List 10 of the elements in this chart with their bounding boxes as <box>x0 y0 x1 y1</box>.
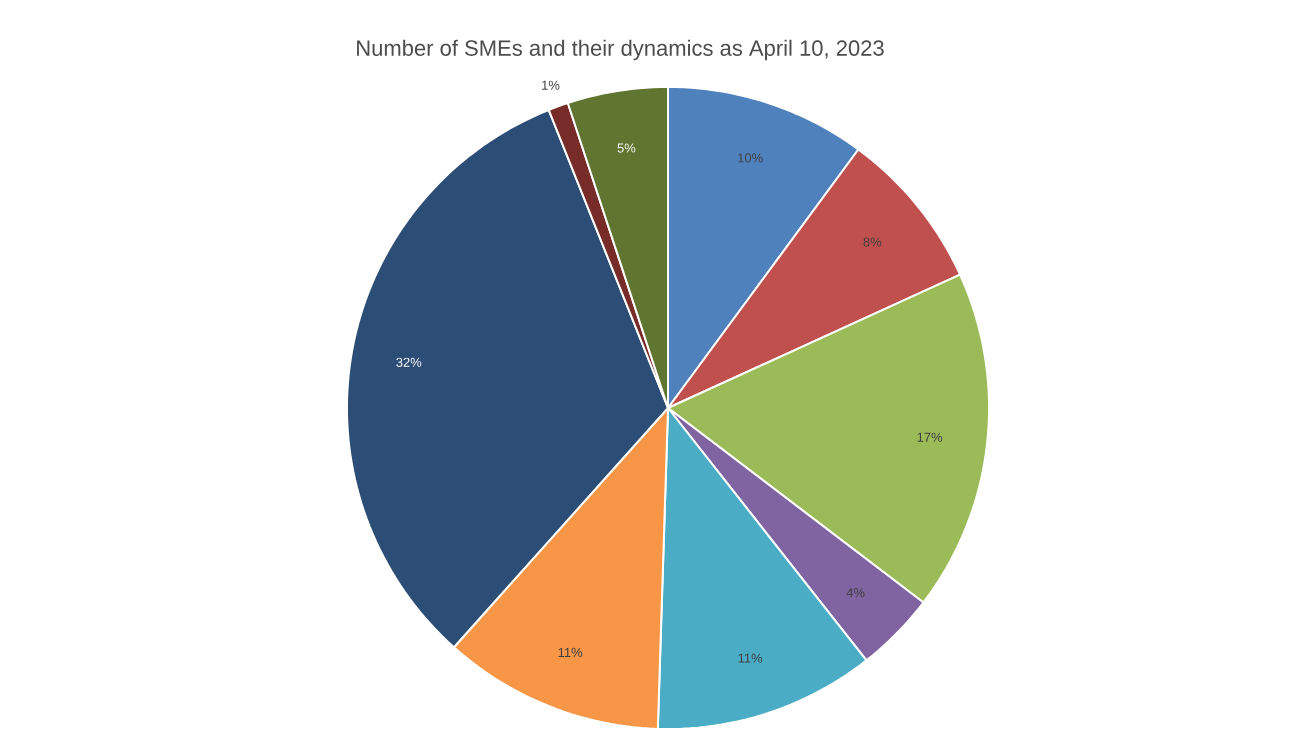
data-label: 32% <box>396 357 422 367</box>
data-label: 4% <box>846 588 865 598</box>
data-label: 10% <box>738 153 763 163</box>
data-label: 1% <box>542 80 560 90</box>
chart-title: Number of SMEs and their dynamics as April 10, 2023 <box>357 39 884 61</box>
data-label: 5% <box>617 143 636 153</box>
data-label: 17% <box>917 432 943 442</box>
data-label: 8% <box>863 237 882 247</box>
data-label: 11% <box>558 647 583 657</box>
data-label: 11% <box>738 653 763 663</box>
